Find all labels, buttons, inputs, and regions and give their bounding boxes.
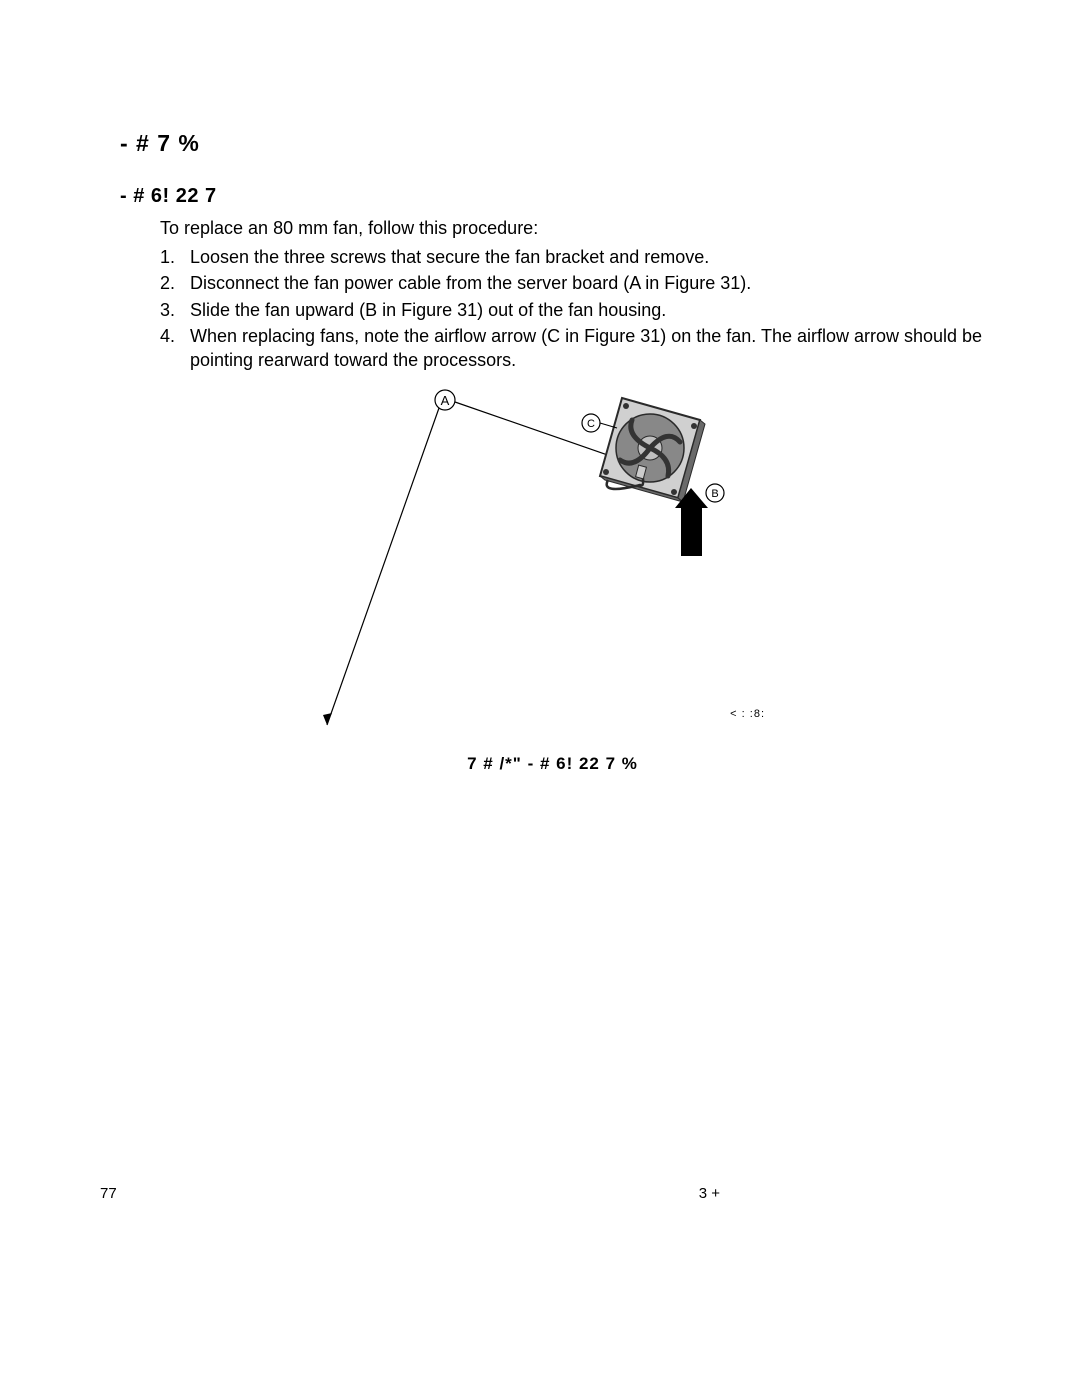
list-text: Loosen the three screws that secure the …: [190, 245, 985, 269]
procedure-list: 1. Loosen the three screws that secure t…: [160, 245, 985, 372]
subsection-heading: - # 6! 22 7: [120, 185, 985, 208]
section-heading: - # 7 %: [120, 130, 985, 157]
label-c: C: [587, 418, 595, 430]
list-number: 1.: [160, 245, 190, 269]
list-text: When replacing fans, note the airflow ar…: [190, 324, 985, 373]
figure-diagram: A: [120, 380, 985, 750]
list-item: 3. Slide the fan upward (B in Figure 31)…: [160, 298, 985, 322]
footer-right: 3 +: [699, 1185, 720, 1202]
list-item: 4. When replacing fans, note the airflow…: [160, 324, 985, 373]
image-credit: < : :8:: [730, 708, 765, 720]
list-item: 1. Loosen the three screws that secure t…: [160, 245, 985, 269]
label-b: B: [711, 488, 718, 500]
list-number: 3.: [160, 298, 190, 322]
page-footer: 77 3 +: [0, 1185, 1080, 1202]
list-number: 2.: [160, 271, 190, 295]
intro-text: To replace an 80 mm fan, follow this pro…: [160, 218, 985, 239]
footer-left: 77: [100, 1185, 117, 1202]
list-number: 4.: [160, 324, 190, 373]
list-text: Disconnect the fan power cable from the …: [190, 271, 985, 295]
list-text: Slide the fan upward (B in Figure 31) ou…: [190, 298, 985, 322]
figure-caption: 7 # /*" - # 6! 22 7 %: [120, 754, 985, 774]
label-a: A: [441, 393, 450, 408]
fan-diagram-svg: A: [120, 380, 990, 750]
fan-icon: [600, 398, 705, 502]
list-item: 2. Disconnect the fan power cable from t…: [160, 271, 985, 295]
